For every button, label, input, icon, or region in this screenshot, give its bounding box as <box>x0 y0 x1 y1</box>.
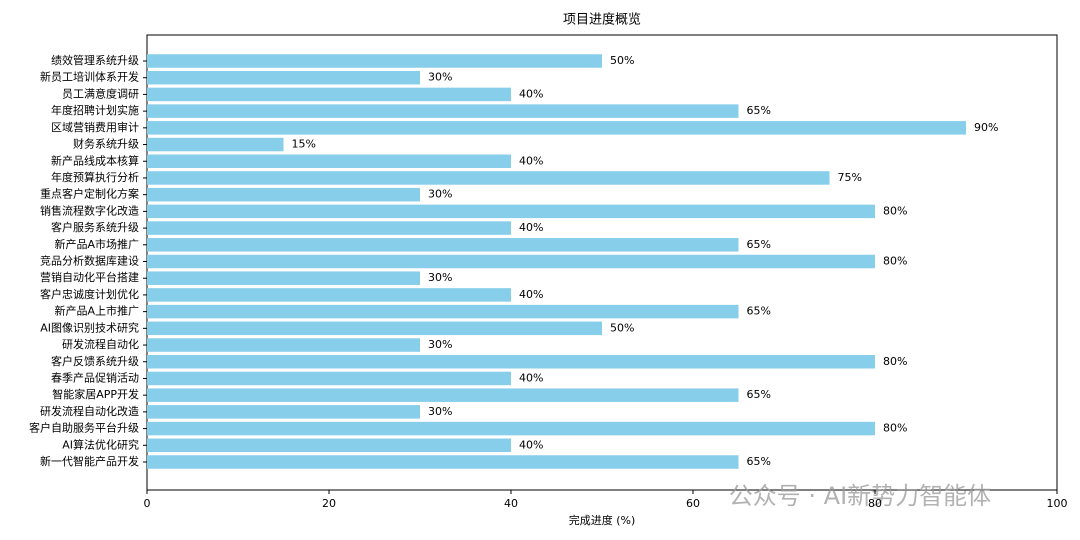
bar <box>147 388 739 402</box>
bar <box>147 221 511 235</box>
value-label: 15% <box>292 138 316 151</box>
x-tick-label: 20 <box>322 497 336 510</box>
y-tick-label: 客户反馈系统升级 <box>51 354 139 368</box>
y-tick-label: 新一代智能产品开发 <box>40 454 139 468</box>
y-tick-label: 客户自助服务平台升级 <box>29 421 139 435</box>
bar <box>147 304 739 319</box>
bar <box>147 171 830 185</box>
bar <box>147 321 602 336</box>
chart-title: 项目进度概览 <box>563 12 641 28</box>
bar <box>147 421 875 436</box>
x-tick-label: 60 <box>686 497 700 510</box>
value-label: 50% <box>610 321 634 334</box>
value-label: 30% <box>428 405 452 418</box>
bar <box>147 271 420 285</box>
x-tick-label: 80 <box>868 497 882 510</box>
bar <box>147 254 875 269</box>
bar <box>147 371 511 386</box>
value-label: 80% <box>883 422 907 435</box>
value-label: 65% <box>747 455 771 468</box>
y-tick-label: 新员工培训体系开发 <box>40 70 139 84</box>
value-label: 80% <box>883 255 907 268</box>
y-tick-label: AI算法优化研究 <box>62 437 139 451</box>
bar <box>147 137 284 152</box>
value-label: 30% <box>428 338 452 351</box>
y-tick-label: AI图像识别技术研究 <box>40 320 139 334</box>
value-label: 40% <box>519 438 543 451</box>
x-tick-label: 100 <box>1047 497 1068 510</box>
y-tick-label: 客户忠诚度计划优化 <box>40 287 139 301</box>
x-tick-label: 40 <box>504 497 518 510</box>
value-label: 30% <box>428 271 452 284</box>
y-tick-label: 新产品A市场推广 <box>54 237 139 251</box>
y-tick-label: 新产品A上市推广 <box>54 304 139 318</box>
value-label: 65% <box>747 238 771 251</box>
value-label: 40% <box>519 154 543 167</box>
value-label: 75% <box>838 171 862 184</box>
y-tick-label: 重点客户定制化方案 <box>40 187 139 201</box>
bar <box>147 54 602 68</box>
bar <box>147 438 511 453</box>
bar <box>147 455 739 469</box>
value-label: 30% <box>428 188 452 201</box>
y-tick-label: 绩效管理系统升级 <box>51 53 139 67</box>
value-label: 40% <box>519 288 543 301</box>
y-tick-label: 年度招聘计划实施 <box>51 103 139 117</box>
bar <box>147 288 511 302</box>
value-label: 80% <box>883 204 907 217</box>
value-label: 80% <box>883 355 907 368</box>
bar <box>147 338 420 352</box>
y-tick-label: 销售流程数字化改造 <box>40 203 139 217</box>
y-tick-label: 员工满意度调研 <box>62 86 139 100</box>
y-tick-label: 财务系统升级 <box>73 137 139 151</box>
bar <box>147 70 420 85</box>
y-tick-label: 研发流程自动化 <box>62 337 139 351</box>
y-tick-label: 春季产品促销活动 <box>51 370 139 384</box>
value-label: 40% <box>519 221 543 234</box>
watermark: 公众号 · AI新势力智能体 <box>729 482 991 510</box>
bar <box>147 154 511 168</box>
value-label: 40% <box>519 87 543 100</box>
bar <box>147 355 875 369</box>
y-tick-label: 研发流程自动化改造 <box>40 404 139 418</box>
value-label: 30% <box>428 71 452 84</box>
value-label: 90% <box>974 121 998 134</box>
y-tick-label: 营销自动化平台搭建 <box>40 270 139 284</box>
y-tick-label: 新产品线成本核算 <box>51 153 139 167</box>
bar <box>147 104 739 118</box>
value-label: 65% <box>747 388 771 401</box>
y-tick-label: 智能家居APP开发 <box>52 387 139 401</box>
value-label: 40% <box>519 371 543 384</box>
bar <box>147 204 875 219</box>
bar <box>147 405 420 419</box>
value-label: 65% <box>747 305 771 318</box>
bar <box>147 121 966 135</box>
y-tick-label: 区域营销费用审计 <box>51 120 139 134</box>
bar <box>147 87 511 102</box>
x-axis-label: 完成进度 (%) <box>569 513 636 527</box>
value-label: 65% <box>747 104 771 117</box>
y-tick-label: 竞品分析数据库建设 <box>40 254 139 268</box>
value-label: 50% <box>610 54 634 67</box>
bar <box>147 187 420 202</box>
y-tick-label: 客户服务系统升级 <box>51 220 139 234</box>
bar <box>147 238 739 252</box>
y-tick-label: 年度预算执行分析 <box>51 170 139 184</box>
x-tick-label: 0 <box>144 497 151 510</box>
